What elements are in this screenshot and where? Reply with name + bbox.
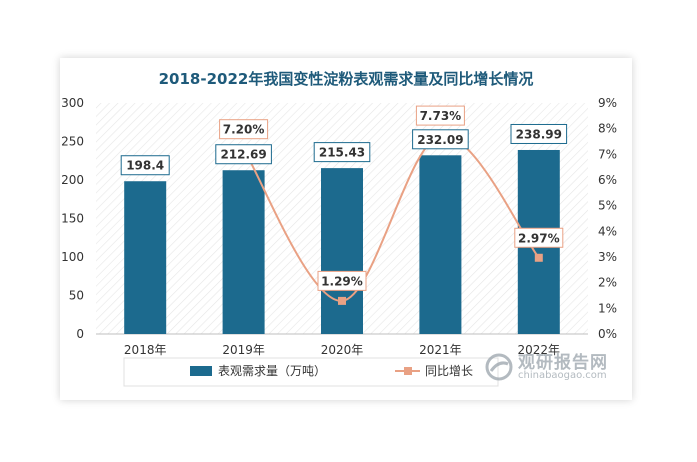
- left-axis-tick-label: 0: [76, 327, 84, 341]
- line-data-label-box: [514, 227, 564, 248]
- right-axis-tick-label: 8%: [598, 122, 617, 136]
- bar: [124, 181, 167, 334]
- left-axis-tick-label: 150: [61, 212, 84, 226]
- right-axis-tick-label: 6%: [598, 173, 617, 187]
- right-axis-tick-label: 9%: [598, 96, 617, 110]
- right-axis-tick-label: 2%: [598, 276, 617, 290]
- chart-title: 2018-2022年我国变性淀粉表观需求量及同比增长情况: [158, 70, 534, 88]
- legend-swatch-bar: [190, 366, 212, 376]
- left-axis-tick-label: 300: [61, 96, 84, 110]
- left-axis-tick-label: 50: [69, 289, 84, 303]
- bar-data-label-box: [215, 144, 272, 165]
- right-axis-tick-label: 0%: [598, 327, 617, 341]
- legend-box: [123, 357, 499, 387]
- growth-line: [242, 134, 540, 302]
- bar-data-label: 212.69: [220, 148, 266, 162]
- line-data-label-box: [415, 105, 465, 126]
- x-axis-tick-label: 2018年: [124, 343, 167, 357]
- bar-data-label-box: [510, 123, 568, 144]
- left-axis-tick-label: 100: [61, 250, 84, 264]
- x-axis-tick-label: 2019年: [222, 343, 265, 357]
- left-axis-tick-label: 250: [61, 135, 84, 149]
- bar-data-label-box: [412, 129, 469, 150]
- left-axis-tick-label: 200: [61, 173, 84, 187]
- line-data-label: 7.73%: [420, 109, 462, 123]
- bar-data-label-box: [120, 155, 170, 176]
- line-data-label-box: [317, 270, 367, 291]
- bar-data-label-box: [313, 142, 371, 163]
- line-marker: [534, 253, 543, 262]
- bar-data-label: 198.4: [126, 159, 164, 173]
- right-axis-tick-label: 5%: [598, 199, 617, 213]
- bar: [321, 168, 363, 334]
- legend-swatch-marker: [404, 367, 412, 375]
- right-axis-tick-label: 1%: [598, 301, 617, 315]
- line-data-label: 7.20%: [223, 123, 265, 137]
- watermark-logo-icon: [485, 353, 513, 381]
- watermark: 观研报告网 chinabaogao.com: [484, 348, 624, 388]
- x-axis-tick-label: 2022年: [518, 343, 561, 357]
- legend-label-line: 同比增长: [425, 364, 473, 378]
- right-axis-tick-label: 7%: [598, 147, 617, 161]
- watermark-sub: chinabaogao.com: [518, 370, 607, 381]
- bar-data-label: 238.99: [516, 127, 562, 141]
- right-axis-tick-label: 4%: [598, 224, 617, 238]
- legend-label-bar: 表观需求量（万吨）: [218, 364, 326, 378]
- line-marker: [338, 296, 346, 305]
- watermark-main: 观研报告网: [518, 353, 608, 373]
- line-data-label: 1.29%: [321, 274, 363, 288]
- right-axis-tick-label: 3%: [598, 250, 617, 264]
- x-axis-tick-label: 2021年: [419, 343, 462, 357]
- bar: [419, 155, 462, 334]
- line-data-label-box: [219, 119, 269, 140]
- bar: [222, 170, 265, 334]
- line-data-label: 2.97%: [518, 231, 560, 245]
- bar-data-label: 215.43: [319, 146, 365, 160]
- x-axis-tick-label: 2020年: [321, 343, 364, 357]
- bar-data-label: 232.09: [417, 133, 463, 147]
